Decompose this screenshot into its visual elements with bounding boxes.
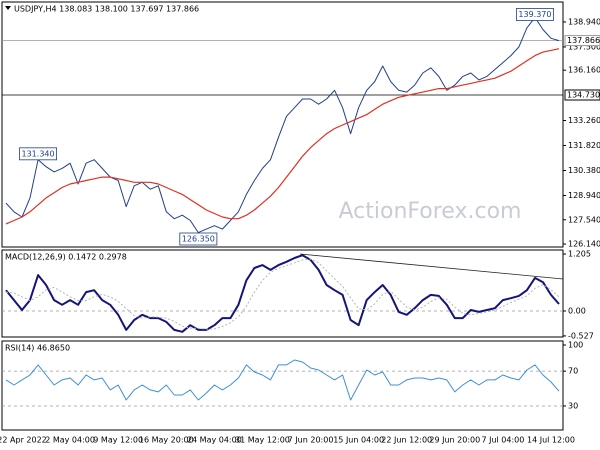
price-label-box <box>564 35 600 47</box>
annotation-label: 131.340 <box>22 149 55 158</box>
x-tick-label: 22 Jun 12:00 <box>381 436 432 445</box>
annotation-label: 126.350 <box>182 235 215 244</box>
annotation-label: 139.370 <box>518 10 551 19</box>
price-label-box <box>564 89 600 101</box>
x-tick-label: 7 Jul 04:00 <box>481 436 524 445</box>
rsi-panel <box>1 340 564 431</box>
y-tick-label: 138.940 <box>568 17 600 26</box>
x-tick-label: 22 Apr 2022 <box>0 436 47 445</box>
y-tick-label: 131.820 <box>568 141 600 150</box>
series-line <box>5 254 560 333</box>
annotation-box <box>516 8 554 21</box>
symbol-menu <box>5 6 11 10</box>
y-tick-label: 0.00 <box>568 306 586 315</box>
annotation-box <box>19 147 58 161</box>
x-tick-label: 14 Jul 12:00 <box>527 436 575 445</box>
price-label: 134.730 <box>567 91 600 100</box>
series-line <box>5 16 560 234</box>
y-tick-label: 133.260 <box>568 116 600 125</box>
y-tick-label: 1.205 <box>568 250 591 259</box>
y-tick-label: 126.140 <box>568 240 600 249</box>
x-tick-label: 29 Jun 20:00 <box>429 436 480 445</box>
y-tick-label: 30 <box>568 401 578 410</box>
y-tick-label: 127.540 <box>568 215 600 224</box>
x-tick-label: 7 Jun 20:00 <box>288 436 334 445</box>
annotation-box <box>179 232 218 246</box>
trend-line <box>299 253 564 280</box>
series-line <box>5 48 560 225</box>
x-tick-label: 15 Jun 04:00 <box>333 436 384 445</box>
price-panel <box>1 1 564 248</box>
x-tick-label: 31 May 12:00 <box>235 436 290 445</box>
y-tick-label: -0.527 <box>568 331 594 340</box>
y-tick-label: 70 <box>568 367 578 376</box>
y-tick-label: 100 <box>568 341 583 350</box>
y-tick-label: 130.380 <box>568 166 600 175</box>
y-tick-label: 128.940 <box>568 191 600 200</box>
y-tick-label: 137.500 <box>568 42 600 51</box>
macd-panel <box>1 249 564 338</box>
watermark: ActionForex.com <box>339 199 522 224</box>
panel-title: MACD(12,26,9) 0.1472 0.2978 <box>5 253 127 262</box>
panel-title: USDJPY,H4 138.083 138.100 137.697 137.86… <box>14 5 199 14</box>
x-tick-label: 24 May 04:00 <box>187 436 242 445</box>
panel-title: RSI(14) 46.8650 <box>5 344 70 353</box>
y-tick-label: 136.160 <box>568 66 600 75</box>
x-tick-label: 9 May 12:00 <box>93 436 143 445</box>
price-label: 137.866 <box>567 36 600 45</box>
series-line <box>5 359 560 401</box>
x-tick-label: 16 May 20:00 <box>139 436 194 445</box>
x-tick-label: 2 May 04:00 <box>45 436 95 445</box>
